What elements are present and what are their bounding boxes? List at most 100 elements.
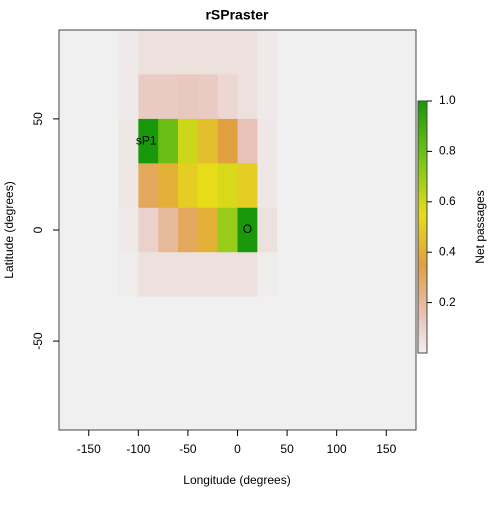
y-tick-label: 0 bbox=[31, 226, 45, 233]
cell bbox=[297, 252, 318, 298]
cell bbox=[356, 118, 377, 164]
cell bbox=[197, 118, 219, 164]
cell bbox=[158, 252, 179, 298]
cell bbox=[257, 74, 278, 120]
cell bbox=[98, 30, 119, 75]
cell bbox=[98, 74, 119, 120]
cell bbox=[396, 207, 417, 253]
cell bbox=[237, 118, 258, 164]
cell bbox=[376, 30, 397, 75]
cell bbox=[78, 30, 100, 75]
cell bbox=[158, 296, 179, 342]
cell bbox=[118, 30, 139, 75]
x-tick-label: -150 bbox=[77, 442, 101, 456]
cell bbox=[356, 74, 377, 120]
cell bbox=[217, 252, 238, 298]
cell bbox=[178, 252, 199, 298]
cell bbox=[78, 385, 100, 431]
cell bbox=[336, 163, 357, 209]
cell bbox=[98, 207, 119, 253]
cell bbox=[59, 385, 80, 431]
cell bbox=[197, 207, 219, 253]
cell bbox=[59, 118, 80, 164]
cell bbox=[59, 163, 80, 209]
cell bbox=[98, 163, 119, 209]
cell bbox=[336, 296, 357, 342]
cell bbox=[98, 385, 119, 431]
cell bbox=[237, 385, 258, 431]
cell bbox=[178, 341, 199, 387]
cell bbox=[197, 341, 219, 387]
cell bbox=[277, 74, 298, 120]
cell bbox=[138, 252, 159, 298]
cell bbox=[197, 296, 219, 342]
cell bbox=[237, 207, 258, 253]
colorbar-tick-label: 0.2 bbox=[439, 295, 456, 309]
colorbar-tick-label: 0.6 bbox=[439, 194, 456, 208]
cell bbox=[59, 207, 80, 253]
cell bbox=[257, 296, 278, 342]
cell bbox=[138, 207, 159, 253]
cell bbox=[396, 385, 417, 431]
colorbar-tick-label: 0.4 bbox=[439, 244, 456, 258]
cell bbox=[376, 207, 397, 253]
cell bbox=[297, 74, 318, 120]
cell bbox=[277, 30, 298, 75]
cell bbox=[376, 163, 397, 209]
cell bbox=[396, 74, 417, 120]
cell bbox=[158, 207, 179, 253]
cell bbox=[138, 74, 159, 120]
cell bbox=[257, 118, 278, 164]
cell bbox=[356, 207, 377, 253]
cell bbox=[217, 296, 238, 342]
cell bbox=[118, 252, 139, 298]
cell bbox=[336, 118, 357, 164]
cell bbox=[237, 296, 258, 342]
cell bbox=[237, 30, 258, 75]
cell bbox=[277, 207, 298, 253]
cell bbox=[138, 296, 159, 342]
cell bbox=[217, 74, 238, 120]
cell bbox=[336, 207, 357, 253]
x-tick-label: 150 bbox=[376, 442, 396, 456]
cell bbox=[356, 296, 377, 342]
cell bbox=[178, 74, 199, 120]
cell bbox=[178, 118, 199, 164]
cell bbox=[197, 252, 219, 298]
cell bbox=[257, 30, 278, 75]
cell bbox=[178, 30, 199, 75]
cell bbox=[217, 163, 238, 209]
cell bbox=[396, 30, 417, 75]
cell bbox=[376, 118, 397, 164]
cell bbox=[197, 74, 219, 120]
cell bbox=[78, 252, 100, 298]
cell bbox=[158, 118, 179, 164]
cell bbox=[78, 74, 100, 120]
cell bbox=[217, 30, 238, 75]
cell bbox=[396, 296, 417, 342]
cell bbox=[277, 118, 298, 164]
cell bbox=[158, 74, 179, 120]
cell bbox=[316, 74, 338, 120]
cell bbox=[59, 74, 80, 120]
x-tick-label: 50 bbox=[280, 442, 294, 456]
cell bbox=[138, 341, 159, 387]
cell bbox=[217, 341, 238, 387]
cell bbox=[217, 385, 238, 431]
cell bbox=[197, 30, 219, 75]
cell bbox=[277, 163, 298, 209]
cell bbox=[277, 341, 298, 387]
cell bbox=[158, 341, 179, 387]
cell bbox=[78, 163, 100, 209]
cell bbox=[396, 252, 417, 298]
cell bbox=[336, 74, 357, 120]
cell bbox=[118, 341, 139, 387]
cell bbox=[376, 385, 397, 431]
cell bbox=[316, 118, 338, 164]
cell bbox=[376, 341, 397, 387]
annotation: sP1 bbox=[136, 133, 157, 147]
cell bbox=[59, 341, 80, 387]
x-axis-label: Longitude (degrees) bbox=[183, 473, 290, 487]
annotation: O bbox=[243, 222, 252, 236]
